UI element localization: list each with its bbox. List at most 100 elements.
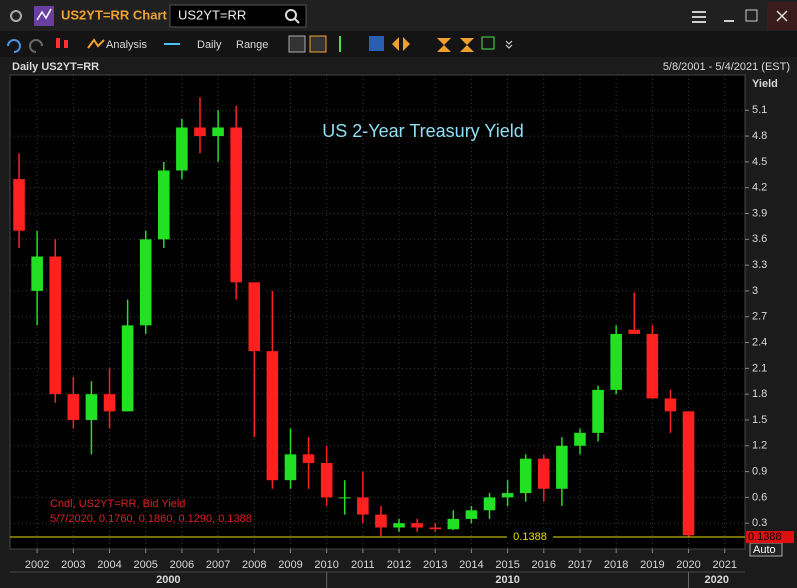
x-tick-label: 2019 <box>640 559 664 571</box>
legend-line: 5/7/2020, 0.1760, 0.1860, 0.1290, 0.1388 <box>50 513 252 525</box>
candle-button[interactable] <box>56 38 60 48</box>
candle-body <box>266 351 279 481</box>
candle-body <box>67 394 80 420</box>
y-tick-label: 3.3 <box>752 259 767 271</box>
candle-body <box>139 239 152 326</box>
candle-body <box>393 523 405 528</box>
candle-body <box>447 518 460 530</box>
candle-body <box>574 432 586 446</box>
candle-body <box>465 510 478 519</box>
chart-tool[interactable] <box>369 36 384 51</box>
x-tick-label: 2018 <box>604 559 628 571</box>
minimize-button[interactable] <box>724 20 734 22</box>
candle-body <box>519 458 532 494</box>
candle-body <box>556 445 568 489</box>
x-tick-label: 2010 <box>314 559 338 571</box>
x-tick-label: 2012 <box>387 559 411 571</box>
candle-body <box>230 127 242 283</box>
candle-body <box>501 493 514 498</box>
y-tick-label: 0.6 <box>752 491 767 503</box>
y-tick-label: 4.5 <box>752 156 767 168</box>
y-tick-label: 2.7 <box>752 311 767 323</box>
maximize-button[interactable] <box>745 9 758 22</box>
chart-header-left: Daily US2YT=RR <box>12 61 99 73</box>
chart-tool[interactable] <box>460 38 474 52</box>
candle-body <box>13 179 25 231</box>
y-tick-label: 4.2 <box>752 182 767 194</box>
candle-body <box>158 170 170 240</box>
plot-area <box>9 74 746 550</box>
candle-body <box>212 127 224 137</box>
x-tick-label: 2003 <box>61 559 85 571</box>
candle-body <box>103 394 116 412</box>
candle-body <box>248 282 261 352</box>
last-value-tag: 0.1388 <box>513 531 547 543</box>
chart-header-right: 5/8/2001 - 5/4/2021 (EST) <box>663 61 790 73</box>
chart-tool[interactable] <box>309 35 327 53</box>
candle-body <box>49 256 62 395</box>
candle-body <box>537 458 550 489</box>
decade-label: 2000 <box>156 574 180 586</box>
y-tick-label: 5.1 <box>752 104 767 116</box>
y-axis-title: Yield <box>752 78 778 90</box>
y-tick-label: 2.1 <box>752 362 767 374</box>
undo-button[interactable] <box>7 39 21 53</box>
redo-button[interactable] <box>29 39 43 53</box>
legend-line: Cndl, US2YT=RR, Bid Yield <box>50 498 185 510</box>
candle-body <box>375 514 387 528</box>
chart-tool[interactable] <box>437 38 451 52</box>
y-tick-label: 2.4 <box>752 336 767 348</box>
x-tick-label: 2006 <box>170 559 194 571</box>
search-text[interactable]: US2YT=RR <box>178 7 246 22</box>
menu-icon <box>692 16 706 18</box>
x-tick-label: 2021 <box>712 559 736 571</box>
chart-tool[interactable] <box>288 35 306 53</box>
candle-body <box>664 398 677 412</box>
candle-body <box>628 329 641 334</box>
y-tick-label: 0.9 <box>752 465 767 477</box>
candle-body <box>646 333 659 399</box>
x-tick-label: 2007 <box>206 559 230 571</box>
menu-icon[interactable] <box>692 11 706 13</box>
candle-body <box>357 497 369 515</box>
x-tick-label: 2017 <box>568 559 592 571</box>
more-button[interactable] <box>505 40 513 49</box>
app-icon-glyph <box>36 8 52 21</box>
y-tick-label: 3.9 <box>752 207 767 219</box>
auto-button-label[interactable]: Auto <box>753 544 776 556</box>
range-button[interactable]: Range <box>236 39 268 51</box>
last-value-box <box>746 531 794 544</box>
y-tick-label: 1.8 <box>752 388 767 400</box>
last-value-tag-bg <box>507 531 553 544</box>
candle-body <box>176 127 188 171</box>
interval-button[interactable]: Daily <box>197 39 222 51</box>
x-tick-label: 2004 <box>97 559 121 571</box>
decade-label: 2020 <box>705 574 729 586</box>
link-icon[interactable] <box>10 10 22 22</box>
x-tick-label: 2002 <box>25 559 49 571</box>
candle-body <box>320 462 333 498</box>
x-tick-label: 2008 <box>242 559 266 571</box>
candle-body <box>483 497 496 511</box>
x-tick-label: 2011 <box>351 559 375 571</box>
candle-body <box>284 454 297 481</box>
chart-tool[interactable] <box>481 36 495 50</box>
candle-button <box>64 40 68 48</box>
analysis-icon[interactable] <box>87 38 105 49</box>
candle-body <box>592 389 604 433</box>
candle-body <box>302 454 315 463</box>
search-icon[interactable] <box>285 9 297 21</box>
candle-body <box>31 256 43 291</box>
search-icon <box>294 18 300 24</box>
close-icon <box>776 10 788 22</box>
chart-tool[interactable] <box>392 37 410 51</box>
candle-body <box>429 527 442 530</box>
y-tick-label: 3.6 <box>752 233 767 245</box>
y-tick-label: 4.8 <box>752 130 767 142</box>
analysis-button[interactable]: Analysis <box>106 39 147 51</box>
window-title: US2YT=RR Chart <box>61 7 167 22</box>
plot <box>10 75 745 549</box>
search-box[interactable] <box>169 4 307 28</box>
